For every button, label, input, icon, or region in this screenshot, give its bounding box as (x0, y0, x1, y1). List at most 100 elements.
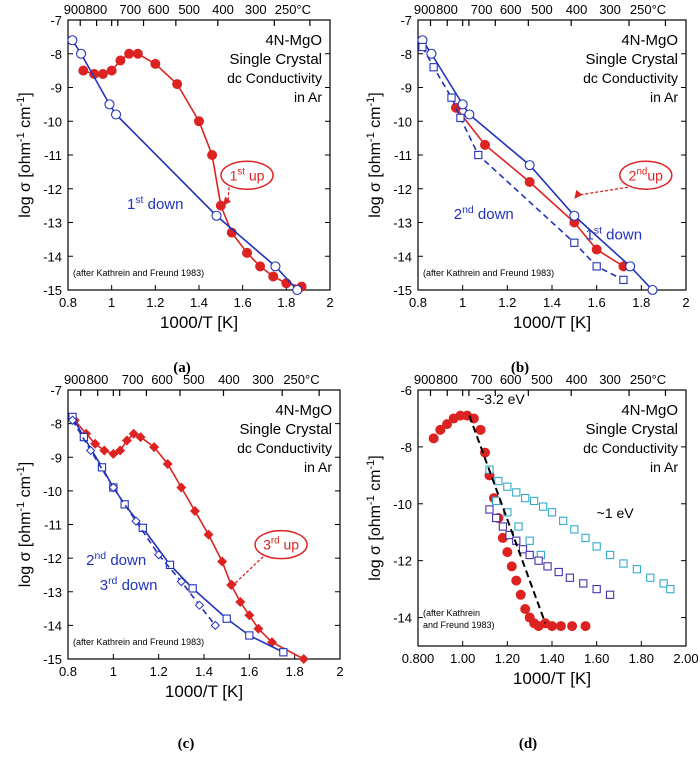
fit-label: ~3.2 eV (476, 391, 525, 407)
data-point (281, 278, 292, 289)
data-point (194, 600, 205, 610)
data-point (547, 621, 557, 632)
data-point (189, 506, 200, 517)
data-point (97, 463, 107, 472)
x-tick-label: 0.8 (59, 664, 77, 679)
data-point (222, 614, 231, 623)
data-point (97, 69, 108, 79)
top-axis-label: 800 (436, 2, 458, 17)
y-tick-label: -11 (44, 148, 62, 163)
data-point (85, 445, 96, 456)
chart-title-line: in Ar (650, 459, 678, 475)
chart-title-line: 4N-MgO (621, 32, 678, 49)
x-tick-label: 2 (682, 295, 689, 310)
chart-panel-c: 0.8 1 1.2 1.4 1.6 1.8 2 -15 -14 -13 -12 -11 -10 -9 -8 -… (15, 372, 344, 701)
top-axis-label: 600 (500, 372, 522, 387)
chart-panel-b: 0.8 1 1.2 1.4 1.6 1.8 2 -15 -14 -13 -12 -11 -10 -9 -8 -… (365, 2, 690, 332)
data-point (521, 493, 530, 503)
x-tick-label: 1.6 (240, 664, 258, 679)
citation: (after Kathrein and Freund 1983) (73, 637, 204, 647)
data-point (292, 284, 303, 296)
data-point (534, 556, 543, 565)
top-axis-label: 300 (599, 2, 621, 17)
data-point (188, 584, 197, 593)
top-axis-label: 800 (436, 372, 458, 387)
data-point (211, 210, 222, 221)
annotation-arrowhead (228, 579, 237, 589)
data-point (106, 65, 117, 76)
top-axis-label: 900 (414, 2, 436, 17)
data-point (492, 496, 501, 506)
citation: (after Kathrein and Freund 1983) (423, 268, 554, 278)
chart-title-line: 4N-MgO (265, 32, 322, 49)
data-point (215, 200, 226, 211)
chart-title-line: Single Crystal (229, 51, 322, 68)
x-tick-label: 2.00 (673, 651, 698, 666)
top-axis-label: 600 (500, 2, 522, 17)
x-axis-label: 1000/T [K] (513, 669, 591, 688)
top-axis-label: 900 (414, 372, 436, 387)
data-point (581, 533, 590, 543)
y-tick-label: -10 (393, 497, 412, 512)
y-tick-label: -7 (400, 13, 412, 28)
data-point (426, 48, 437, 59)
top-axis-label: 800 (87, 372, 109, 387)
panel-caption: (b) (511, 360, 529, 376)
x-axis-label: 1000/T [K] (160, 313, 238, 332)
data-point (131, 516, 141, 526)
data-point (502, 547, 513, 558)
data-point (150, 58, 161, 69)
x-tick-label: 1.4 (543, 295, 561, 310)
citation-line: and Freund 1983) (423, 620, 495, 630)
y-tick-label: -12 (393, 182, 412, 197)
data-point (592, 542, 601, 551)
data-point (647, 284, 658, 296)
data-point (149, 442, 160, 453)
y-tick-label: -7 (50, 13, 62, 28)
data-point (162, 458, 173, 469)
top-axis-label: 250°C (275, 2, 311, 17)
data-point (132, 48, 143, 59)
y-tick-label: -8 (400, 47, 412, 62)
data-point (108, 448, 119, 459)
x-tick-label: 1.8 (286, 664, 304, 679)
data-point (605, 550, 615, 560)
top-axis-label: 600 (148, 2, 170, 17)
y-tick-label: -9 (50, 81, 62, 96)
data-point (457, 99, 468, 110)
data-point (268, 271, 279, 282)
data-point (503, 482, 512, 491)
data-point (666, 584, 675, 594)
data-point (524, 177, 535, 187)
data-point (592, 584, 601, 594)
x-tick-label: 1.40 (539, 651, 564, 666)
data-point (538, 502, 548, 511)
data-point (76, 48, 87, 59)
y-tick-label: -8 (400, 440, 412, 455)
series-label: 2nd down (86, 550, 146, 569)
y-tick-label: -14 (393, 249, 412, 264)
top-axis-label: 700 (122, 372, 144, 387)
panel-caption: (a) (173, 360, 191, 376)
y-axis-label: log σ [ohm-1 cm-1] (365, 455, 384, 580)
x-tick-label: 1.8 (632, 295, 650, 310)
data-point (124, 48, 135, 59)
series-label: 3rd down (100, 575, 158, 594)
top-axis-label: 900 (64, 372, 86, 387)
data-point (515, 589, 526, 600)
data-point (464, 109, 475, 120)
citation: (after Kathrein and Freund 1983) (73, 268, 204, 278)
series-label: 2nd down (454, 204, 514, 223)
data-point (78, 65, 89, 76)
top-axis-label: 400 (218, 372, 240, 387)
data-point (619, 559, 628, 568)
data-point (298, 654, 309, 664)
data-point (115, 445, 126, 456)
data-point (255, 261, 266, 272)
top-axis-label: 500 (531, 372, 553, 387)
data-point (235, 596, 246, 607)
top-axis-label: 900 (64, 2, 86, 17)
chart-title-line: in Ar (304, 459, 332, 475)
chart-panel-d: 0.800 1.00 1.20 1.40 1.60 1.80 2.00 -14 -12 -10 -8… (365, 372, 699, 688)
